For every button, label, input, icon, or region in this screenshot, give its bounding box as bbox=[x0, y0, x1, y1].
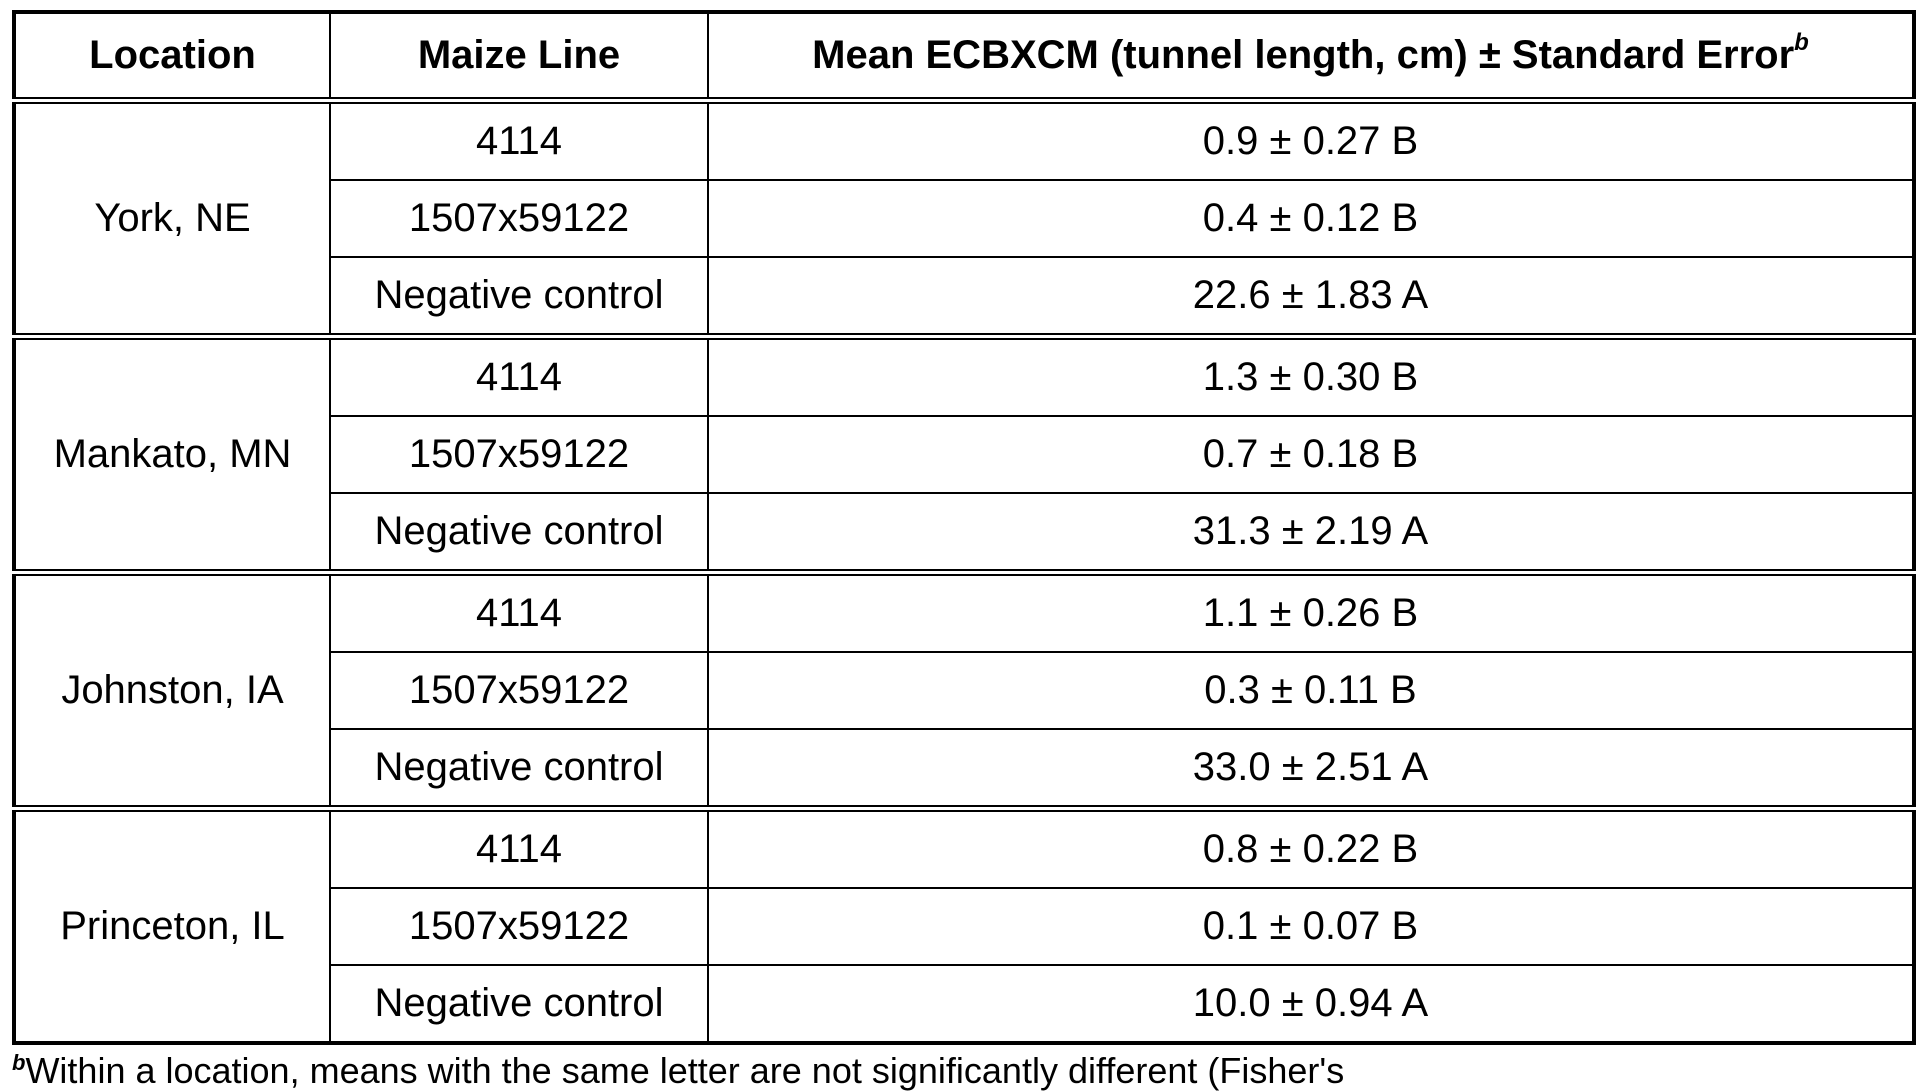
header-mean: Mean ECBXCM (tunnel length, cm) ± Standa… bbox=[707, 11, 1915, 104]
location-cell: York, NE bbox=[13, 97, 331, 338]
table-row: Princeton, IL 4114 0.8 ± 0.22 B bbox=[13, 805, 1915, 1044]
maize-line-cell: 1507x59122 bbox=[329, 179, 709, 258]
mean-cell: 31.3 ± 2.19 A bbox=[707, 492, 1915, 574]
header-footnote-mark: b bbox=[1794, 29, 1809, 56]
mean-cell: 1.3 ± 0.30 B bbox=[707, 333, 1915, 417]
mean-cell: 0.3 ± 0.11 B bbox=[707, 651, 1915, 730]
maize-line-cell: 4114 bbox=[329, 569, 709, 653]
mean-cell: 10.0 ± 0.94 A bbox=[707, 964, 1915, 1044]
table-row: 1507x59122 0.1 ± 0.07 B bbox=[14, 887, 1915, 966]
maize-line-cell: Negative control bbox=[329, 256, 709, 338]
table-row: 1507x59122 0.7 ± 0.18 B bbox=[14, 415, 1915, 494]
mean-cell: 0.8 ± 0.22 B bbox=[707, 805, 1915, 889]
footnote-text: Within a location, means with the same l… bbox=[25, 1050, 1345, 1091]
header-location: Location bbox=[13, 11, 331, 104]
mean-cell: 33.0 ± 2.51 A bbox=[707, 728, 1915, 810]
mean-cell: 0.9 ± 0.27 B bbox=[707, 97, 1915, 181]
maize-line-cell: 1507x59122 bbox=[329, 415, 709, 494]
table-row: Negative control 31.3 ± 2.19 A bbox=[14, 492, 1915, 574]
maize-line-cell: Negative control bbox=[329, 728, 709, 810]
maize-line-cell: Negative control bbox=[329, 964, 709, 1044]
maize-line-cell: 1507x59122 bbox=[329, 887, 709, 966]
footnote-mark: b bbox=[12, 1050, 26, 1075]
mean-cell: 0.4 ± 0.12 B bbox=[707, 179, 1915, 258]
location-cell: Princeton, IL bbox=[13, 805, 331, 1044]
maize-line-cell: 4114 bbox=[329, 97, 709, 181]
location-cell: Mankato, MN bbox=[13, 333, 331, 574]
header-mean-label: Mean ECBXCM (tunnel length, cm) ± Standa… bbox=[812, 33, 1795, 77]
maize-line-cell: 4114 bbox=[329, 805, 709, 889]
table-row: Negative control 10.0 ± 0.94 A bbox=[14, 964, 1915, 1044]
mean-cell: 0.7 ± 0.18 B bbox=[707, 415, 1915, 494]
header-row: Location Maize Line Mean ECBXCM (tunnel … bbox=[13, 11, 1915, 104]
location-cell: Johnston, IA bbox=[13, 569, 331, 810]
results-table-container: Location Maize Line Mean ECBXCM (tunnel … bbox=[12, 10, 1916, 1045]
maize-line-cell: 1507x59122 bbox=[329, 651, 709, 730]
header-maize-line: Maize Line bbox=[329, 11, 709, 104]
table-row: Negative control 33.0 ± 2.51 A bbox=[14, 728, 1915, 810]
table-row: 1507x59122 0.3 ± 0.11 B bbox=[14, 651, 1915, 730]
maize-line-cell: 4114 bbox=[329, 333, 709, 417]
table-footnote: bWithin a location, means with the same … bbox=[12, 1050, 1344, 1092]
ecb-results-table: Location Maize Line Mean ECBXCM (tunnel … bbox=[12, 10, 1916, 1045]
table-row: Mankato, MN 4114 1.3 ± 0.30 B bbox=[13, 333, 1915, 574]
table-row: Johnston, IA 4114 1.1 ± 0.26 B bbox=[13, 569, 1915, 810]
mean-cell: 0.1 ± 0.07 B bbox=[707, 887, 1915, 966]
maize-line-cell: Negative control bbox=[329, 492, 709, 574]
table-row: Negative control 22.6 ± 1.83 A bbox=[14, 256, 1915, 338]
table-row: 1507x59122 0.4 ± 0.12 B bbox=[14, 179, 1915, 258]
mean-cell: 22.6 ± 1.83 A bbox=[707, 256, 1915, 338]
mean-cell: 1.1 ± 0.26 B bbox=[707, 569, 1915, 653]
table-row: York, NE 4114 0.9 ± 0.27 B bbox=[13, 97, 1915, 338]
